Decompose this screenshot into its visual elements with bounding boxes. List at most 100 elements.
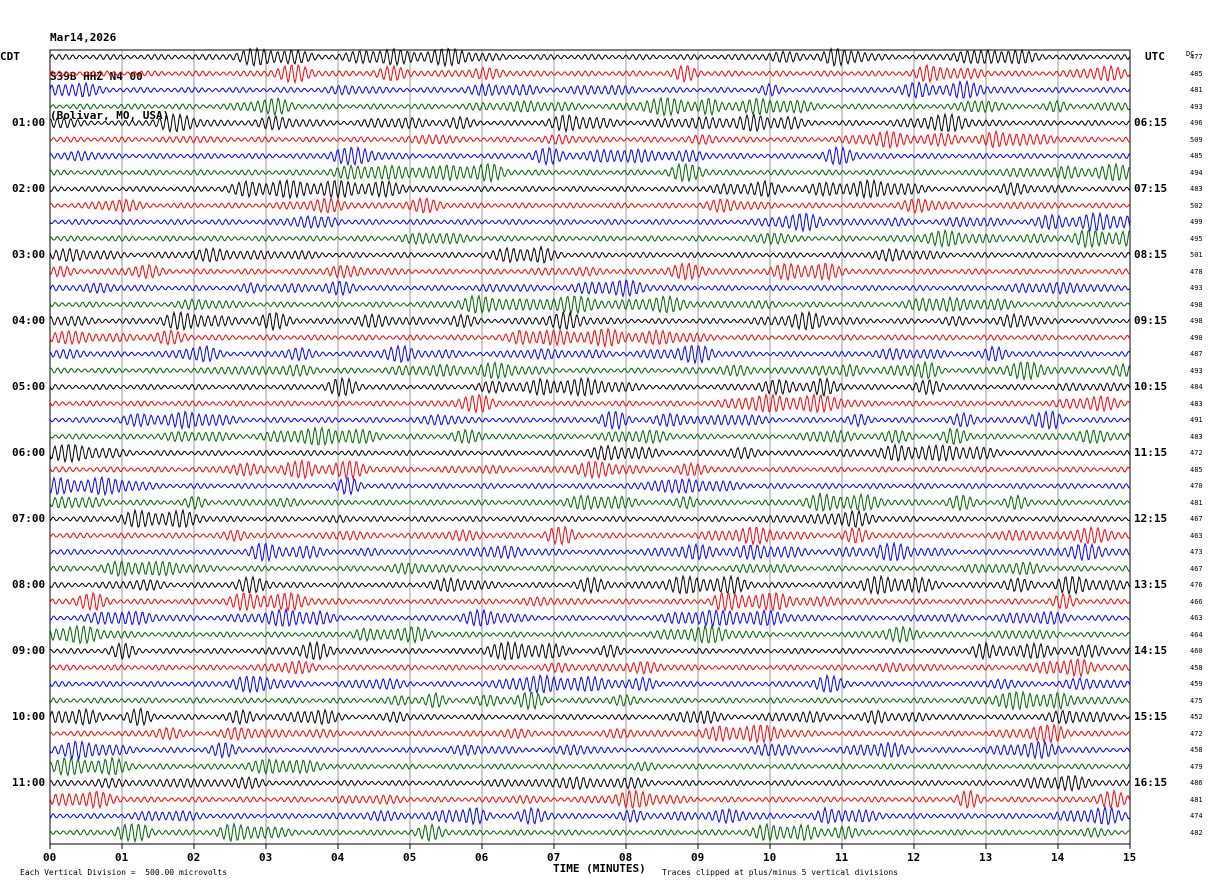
trace-row xyxy=(49,673,1131,695)
trace-row xyxy=(49,443,1131,464)
left-hour-label: 11:00 xyxy=(12,776,46,789)
trace-row xyxy=(49,756,1131,777)
right-hour-label: 06:15 xyxy=(1134,116,1168,129)
dc-offset-label: 467 xyxy=(1190,564,1203,573)
trace-row xyxy=(49,145,1131,167)
dc-offset-label: 491 xyxy=(1190,416,1203,424)
dc-offset-label: 458 xyxy=(1190,663,1203,672)
dc-offset-label: 463 xyxy=(1190,614,1203,622)
dc-offset-label: 478 xyxy=(1190,267,1203,276)
dc-offset-label: 473 xyxy=(1190,548,1203,556)
left-hour-label: 06:00 xyxy=(12,446,46,459)
trace-row xyxy=(49,392,1131,414)
trace-row xyxy=(49,196,1131,215)
x-tick-label: 06 xyxy=(475,851,489,864)
trace-row xyxy=(49,723,1131,745)
trace-row xyxy=(49,459,1131,481)
trace-row xyxy=(49,310,1131,332)
x-tick-label: 03 xyxy=(259,851,273,864)
trace-row xyxy=(49,112,1131,134)
dc-offset-label: 474 xyxy=(1190,812,1203,820)
dc-offset-label: 464 xyxy=(1190,630,1203,639)
x-tick-label: 02 xyxy=(187,851,201,864)
dc-offset-label: 485 xyxy=(1190,465,1203,474)
trace-row xyxy=(49,525,1131,547)
x-axis-title: TIME (MINUTES) xyxy=(553,862,646,875)
x-tick-label: 15 xyxy=(1123,851,1137,864)
x-tick-label: 10 xyxy=(763,851,777,864)
dc-offset-label: 481 xyxy=(1190,498,1203,507)
trace-row xyxy=(49,162,1131,184)
dc-offset-label: 498 xyxy=(1190,300,1203,309)
trace-row xyxy=(49,690,1131,711)
right-hour-label: 08:15 xyxy=(1134,248,1168,261)
trace-row xyxy=(49,376,1131,398)
dc-offset-label: 484 xyxy=(1190,383,1203,391)
x-tick-label: 14 xyxy=(1051,851,1065,864)
left-hour-label: 05:00 xyxy=(12,380,46,393)
dc-offset-label: 477 xyxy=(1190,53,1203,61)
dc-offset-label: 498 xyxy=(1190,317,1203,325)
dc-offset-label: 481 xyxy=(1190,86,1203,94)
footer-clip-note: Traces clipped at plus/minus 5 vertical … xyxy=(662,868,899,877)
header-date: Mar14,2026 xyxy=(50,31,117,44)
dc-column-label: DC xyxy=(1186,50,1195,58)
trace-row xyxy=(50,640,1131,661)
right-hour-label: 10:15 xyxy=(1134,380,1168,393)
trace-row xyxy=(49,508,1131,529)
x-tick-label: 09 xyxy=(691,851,705,864)
left-hour-label: 01:00 xyxy=(12,116,46,129)
x-tick-label: 00 xyxy=(43,851,57,864)
footer-scale-note: Each Vertical Division = 500.00 microvol… xyxy=(20,868,228,877)
dc-offset-label: 472 xyxy=(1190,449,1203,457)
dc-offset-label: 466 xyxy=(1190,597,1203,606)
trace-row xyxy=(49,475,1131,497)
dc-offset-label: 487 xyxy=(1190,350,1203,358)
trace-row xyxy=(49,425,1131,446)
trace-row xyxy=(49,178,1131,200)
trace-row xyxy=(49,821,1131,844)
dc-offset-label: 493 xyxy=(1190,102,1203,111)
trace-row xyxy=(49,63,1131,85)
left-hour-label: 10:00 xyxy=(12,710,46,723)
trace-row xyxy=(49,574,1131,596)
x-tick-label: 12 xyxy=(907,851,921,864)
dc-offset-label: 483 xyxy=(1190,185,1203,193)
x-tick-label: 07 xyxy=(547,851,561,864)
right-hour-label: 07:15 xyxy=(1134,182,1168,195)
trace-row xyxy=(49,707,1131,727)
trace-row xyxy=(49,409,1131,431)
x-tick-label: 01 xyxy=(115,851,129,864)
dc-offset-label: 459 xyxy=(1190,680,1203,688)
dc-offset-label: 470 xyxy=(1190,482,1203,490)
right-hour-label: 15:15 xyxy=(1134,710,1168,723)
dc-offset-label: 501 xyxy=(1190,251,1203,259)
x-tick-label: 08 xyxy=(619,851,633,864)
left-hour-label: 02:00 xyxy=(12,182,46,195)
dc-offset-label: 472 xyxy=(1190,729,1203,738)
trace-row xyxy=(49,129,1131,150)
left-timezone-label: CDT xyxy=(0,50,20,63)
trace-row xyxy=(49,294,1131,316)
right-hour-label: 14:15 xyxy=(1134,644,1168,657)
dc-offset-label: 482 xyxy=(1190,828,1203,837)
dc-offset-label: 481 xyxy=(1190,795,1203,804)
right-hour-label: 13:15 xyxy=(1134,578,1168,591)
trace-row xyxy=(49,327,1131,349)
dc-offset-label: 460 xyxy=(1190,647,1203,655)
trace-row xyxy=(49,228,1131,249)
trace-row xyxy=(49,211,1131,233)
dc-offset-label: 496 xyxy=(1190,119,1203,127)
dc-offset-label: 502 xyxy=(1190,201,1203,210)
dc-offset-label: 509 xyxy=(1190,135,1203,144)
trace-row xyxy=(49,96,1131,118)
trace-row xyxy=(49,261,1131,282)
dc-offset-label: 475 xyxy=(1190,696,1203,705)
dc-offset-label: 486 xyxy=(1190,779,1203,787)
right-hour-label: 16:15 xyxy=(1134,776,1168,789)
trace-row xyxy=(49,559,1131,578)
header-location: (Bolivar, MO, USA) xyxy=(50,109,170,122)
x-tick-label: 11 xyxy=(835,851,849,864)
dc-offset-label: 476 xyxy=(1190,581,1203,589)
dc-offset-label: 495 xyxy=(1190,234,1203,243)
